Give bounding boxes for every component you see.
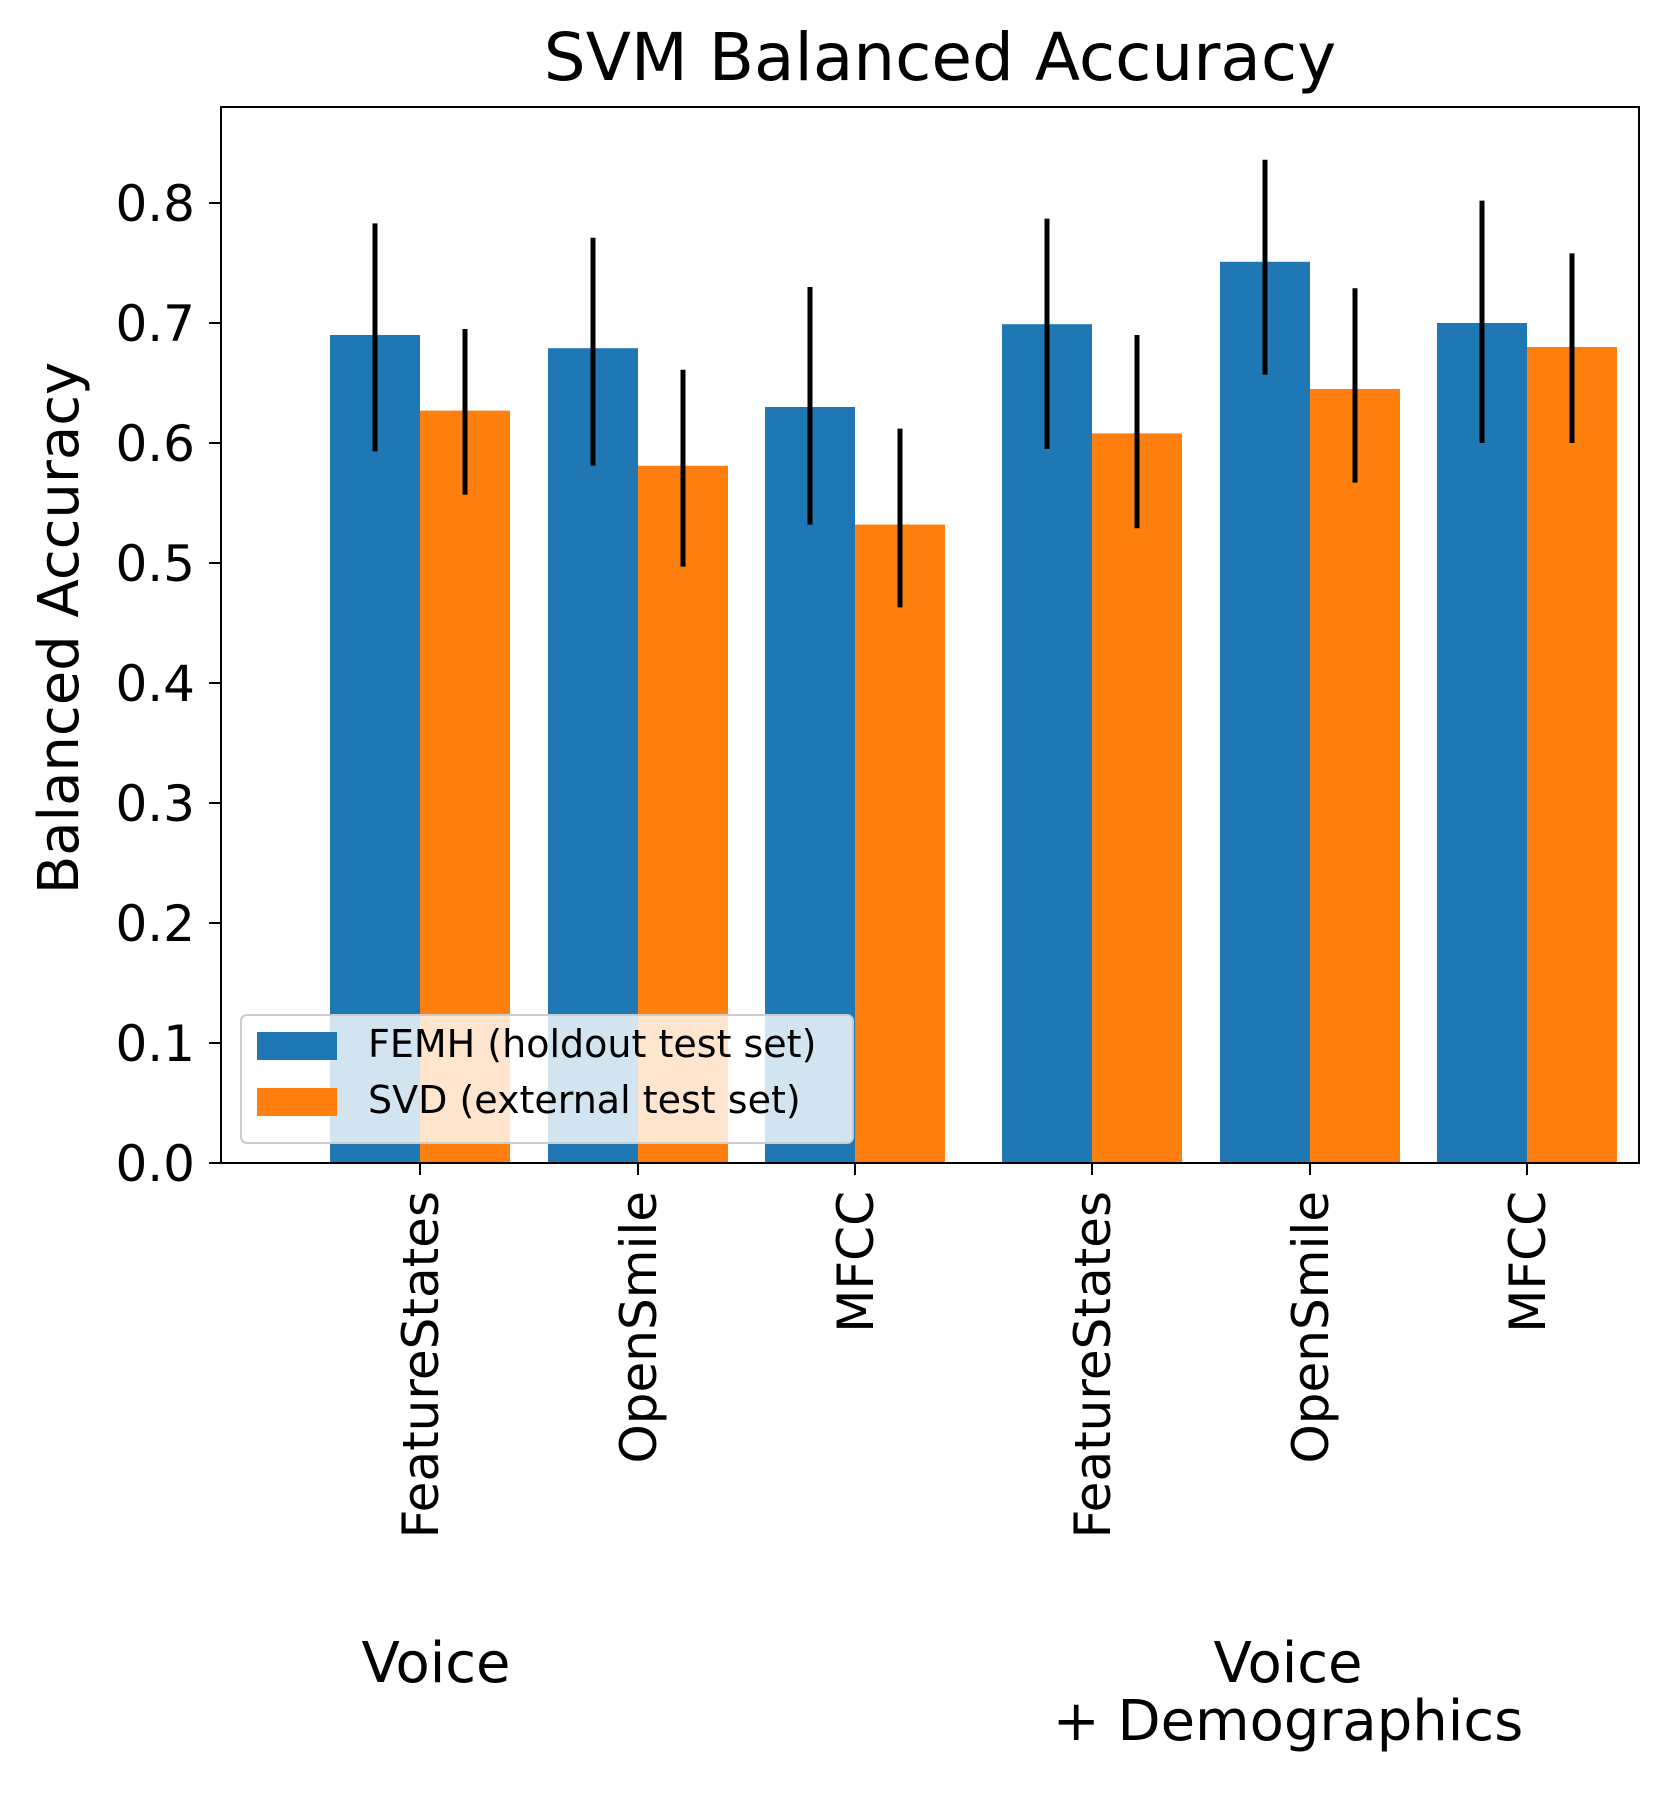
y-tick-label: 0.8 [115, 175, 195, 233]
group-label: Voice [361, 1631, 510, 1696]
y-tick-label: 0.0 [115, 1135, 195, 1193]
chart-title: SVM Balanced Accuracy [544, 19, 1336, 96]
x-tick-label: MFCC [827, 1191, 885, 1333]
bar-femh-4 [1220, 261, 1310, 1163]
y-axis-label: Balanced Accuracy [27, 362, 92, 894]
y-axis: 0.0 0.1 0.2 0.3 0.4 0.5 0.6 0.7 0.8 [115, 175, 221, 1193]
group-label: Voice [1213, 1631, 1362, 1696]
x-tick-label: MFCC [1499, 1191, 1557, 1333]
bar-svd-5 [1527, 347, 1617, 1163]
x-tick-label: FeatureStates [392, 1191, 450, 1538]
x-tick-label: OpenSmile [1282, 1191, 1340, 1464]
errorbars-layer [372, 159, 1575, 608]
x-tick-label: OpenSmile [610, 1191, 668, 1464]
legend-swatch-svd [257, 1088, 337, 1116]
group-label: + Demographics [1053, 1689, 1524, 1754]
legend-label-svd: SVD (external test set) [368, 1078, 801, 1122]
bar-femh-5 [1437, 323, 1527, 1163]
legend: FEMH (holdout test set) SVD (external tes… [240, 1014, 854, 1144]
y-tick-label: 0.6 [115, 415, 195, 473]
bar-svd-4 [1310, 389, 1400, 1163]
legend-box [240, 1014, 854, 1144]
legend-swatch-femh [257, 1032, 337, 1060]
y-tick-label: 0.4 [115, 655, 195, 713]
plot-frame [220, 106, 1640, 1164]
group-labels: Voice Voice+ Demographics [361, 1631, 1523, 1754]
y-tick-label: 0.5 [115, 535, 195, 593]
bar-femh-3 [1002, 324, 1092, 1163]
y-tick-label: 0.1 [115, 1015, 195, 1073]
x-tick-label: FeatureStates [1064, 1191, 1122, 1538]
x-axis: FeatureStates OpenSmile MFCC FeatureStates O… [392, 1163, 1557, 1538]
bar-svd-3 [1092, 433, 1182, 1163]
bar-svd-2 [855, 524, 945, 1163]
y-tick-label: 0.7 [115, 295, 195, 353]
legend-label-femh: FEMH (holdout test set) [368, 1022, 816, 1066]
y-tick-label: 0.2 [115, 895, 195, 953]
y-tick-label: 0.3 [115, 775, 195, 833]
